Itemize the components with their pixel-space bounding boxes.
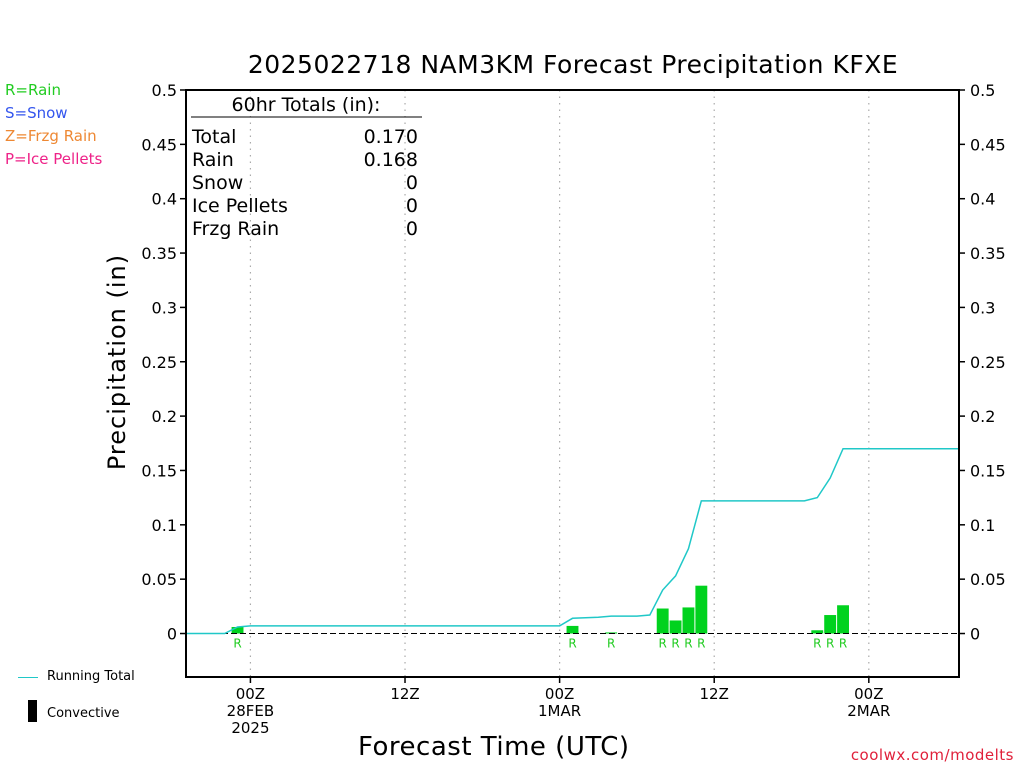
y-tick-label-right: 0.35 bbox=[970, 244, 1006, 263]
legend-snow: S=Snow bbox=[5, 104, 68, 122]
ptype-label: R bbox=[813, 637, 821, 651]
convective-key-swatch bbox=[28, 700, 37, 722]
totals-row-value: 0 bbox=[406, 172, 418, 194]
y-tick-label-right: 0.5 bbox=[970, 81, 995, 100]
precip-bar bbox=[566, 625, 579, 634]
precip-bar bbox=[811, 630, 824, 634]
x-tick-label: 00Z bbox=[545, 685, 574, 703]
y-tick-label-left: 0.4 bbox=[152, 190, 177, 209]
totals-row-label: Total bbox=[191, 126, 236, 148]
y-tick-label-left: 0.3 bbox=[152, 298, 177, 317]
y-tick-label-right: 0.2 bbox=[970, 407, 995, 426]
y-tick-label-left: 0.05 bbox=[141, 570, 177, 589]
precip-bar bbox=[837, 605, 849, 634]
running-total-line bbox=[186, 447, 959, 635]
x-tick-label: 28FEB bbox=[227, 702, 274, 720]
convective-key-label: Convective bbox=[47, 706, 120, 721]
y-tick-label-right: 0.1 bbox=[970, 516, 995, 535]
y-tick-label-right: 0 bbox=[970, 625, 980, 644]
precip-bar bbox=[656, 608, 669, 634]
ptype-label: R bbox=[826, 637, 834, 651]
x-tick-label: 12Z bbox=[700, 685, 729, 703]
ptype-label: R bbox=[839, 637, 847, 651]
y-tick-label-right: 0.25 bbox=[970, 353, 1006, 372]
ptype-label: R bbox=[697, 637, 705, 651]
precip-bar bbox=[231, 626, 244, 634]
y-tick-label-right: 0.05 bbox=[970, 570, 1006, 589]
plot-frame bbox=[185, 89, 960, 678]
legend-freezing-rain: Z=Frzg Rain bbox=[5, 127, 97, 145]
running-total-key-line bbox=[18, 677, 38, 678]
legend-ice-pellets: P=Ice Pellets bbox=[5, 150, 103, 168]
y-tick-label-right: 0.4 bbox=[970, 190, 995, 209]
credit-link[interactable]: coolwx.com/modelts bbox=[850, 746, 1014, 764]
x-tick-label: 00Z bbox=[854, 685, 883, 703]
totals-row-label: Rain bbox=[192, 149, 234, 171]
y-tick-label-left: 0.25 bbox=[141, 353, 177, 372]
totals-row-value: 0.168 bbox=[364, 149, 418, 171]
precip-bar bbox=[605, 632, 618, 634]
running-total-key-label: Running Total bbox=[47, 669, 135, 684]
precip-bar bbox=[669, 620, 682, 634]
y-tick-label-right: 0.3 bbox=[970, 298, 995, 317]
totals-row-value: 0.170 bbox=[364, 126, 418, 148]
precip-bar bbox=[682, 607, 695, 634]
ptype-label: R bbox=[671, 637, 679, 651]
ptype-label: R bbox=[233, 637, 241, 651]
ptype-label: R bbox=[659, 637, 667, 651]
y-tick-label-left: 0 bbox=[167, 625, 177, 644]
y-tick-label-right: 0.15 bbox=[970, 461, 1006, 480]
y-tick-label-left: 0.15 bbox=[141, 461, 177, 480]
totals-header: 60hr Totals (in): bbox=[232, 94, 381, 116]
totals-row-label: Frzg Rain bbox=[192, 218, 279, 240]
precip-bar bbox=[695, 585, 708, 634]
y-tick-label-right: 0.45 bbox=[970, 135, 1006, 154]
ptype-label: R bbox=[684, 637, 692, 651]
totals-row-label: Ice Pellets bbox=[192, 195, 288, 217]
x-tick-label: 2MAR bbox=[847, 702, 890, 720]
chart-title: 2025022718 NAM3KM Forecast Precipitation… bbox=[247, 50, 899, 79]
ptype-label: R bbox=[568, 637, 576, 651]
y-tick-label-left: 0.5 bbox=[152, 81, 177, 100]
x-tick-label: 1MAR bbox=[538, 702, 581, 720]
totals-row-value: 0 bbox=[406, 195, 418, 217]
x-tick-label: 12Z bbox=[390, 685, 419, 703]
y-tick-label-left: 0.2 bbox=[152, 407, 177, 426]
totals-row-value: 0 bbox=[406, 218, 418, 240]
y-tick-label-left: 0.35 bbox=[141, 244, 177, 263]
x-tick-label: 2025 bbox=[231, 719, 269, 737]
x-tick-label: 00Z bbox=[236, 685, 265, 703]
x-axis-label: Forecast Time (UTC) bbox=[358, 732, 630, 762]
ptype-label: R bbox=[607, 637, 615, 651]
legend-rain: R=Rain bbox=[5, 81, 61, 99]
totals-row-label: Snow bbox=[192, 172, 243, 194]
y-tick-label-left: 0.1 bbox=[152, 516, 177, 535]
precip-bar bbox=[824, 615, 837, 634]
y-tick-label-left: 0.45 bbox=[141, 135, 177, 154]
